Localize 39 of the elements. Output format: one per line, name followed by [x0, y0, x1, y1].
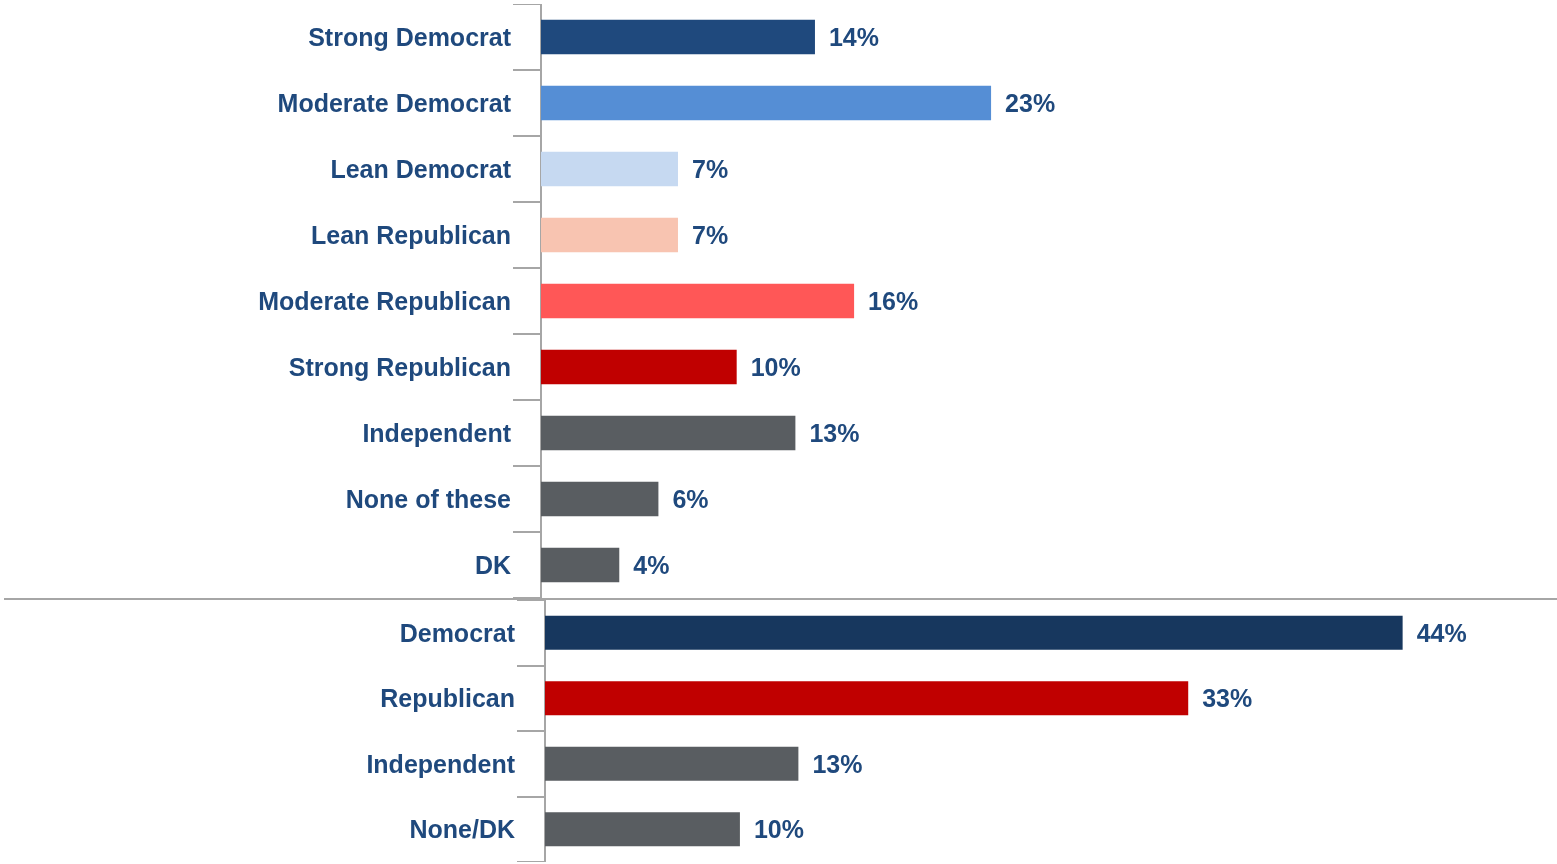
y-tick-label: Moderate Republican	[258, 287, 511, 315]
y-tick-label: Moderate Democrat	[277, 89, 512, 117]
data-label: 4%	[633, 551, 670, 579]
bar	[541, 19, 815, 55]
bar	[541, 415, 796, 451]
bar	[541, 283, 855, 319]
y-tick-label: Strong Republican	[288, 353, 511, 381]
data-label: 13%	[812, 749, 863, 778]
y-tick-label: None/DK	[409, 815, 515, 844]
data-label: 16%	[868, 287, 919, 315]
data-label: 23%	[1005, 89, 1056, 117]
bar	[541, 217, 678, 253]
bar	[545, 615, 1403, 650]
bar	[545, 681, 1189, 716]
data-label: 10%	[753, 815, 804, 844]
y-tick-label: Democrat	[399, 618, 516, 647]
bar	[541, 481, 659, 517]
bar	[541, 349, 737, 385]
data-label: 7%	[691, 155, 729, 183]
bar	[541, 547, 620, 583]
data-label: 6%	[672, 485, 709, 513]
y-tick-label: Independent	[362, 419, 512, 447]
bar	[545, 812, 740, 847]
bar	[541, 85, 992, 121]
data-label: 33%	[1202, 684, 1253, 713]
data-label: 13%	[809, 419, 860, 447]
y-tick-label: Strong Democrat	[308, 23, 512, 51]
data-label: 7%	[691, 221, 729, 249]
y-tick-label: DK	[474, 551, 511, 579]
y-tick-label: None of these	[345, 485, 512, 513]
data-label: 14%	[828, 23, 880, 51]
data-label: 10%	[750, 353, 801, 381]
y-tick-label: Lean Democrat	[330, 155, 512, 183]
bar	[545, 746, 799, 781]
y-tick-label: Lean Republican	[310, 221, 511, 249]
data-label: 44%	[1416, 618, 1467, 647]
y-tick-label: Independent	[366, 749, 516, 778]
y-tick-label: Republican	[380, 684, 515, 713]
bar	[541, 151, 678, 187]
